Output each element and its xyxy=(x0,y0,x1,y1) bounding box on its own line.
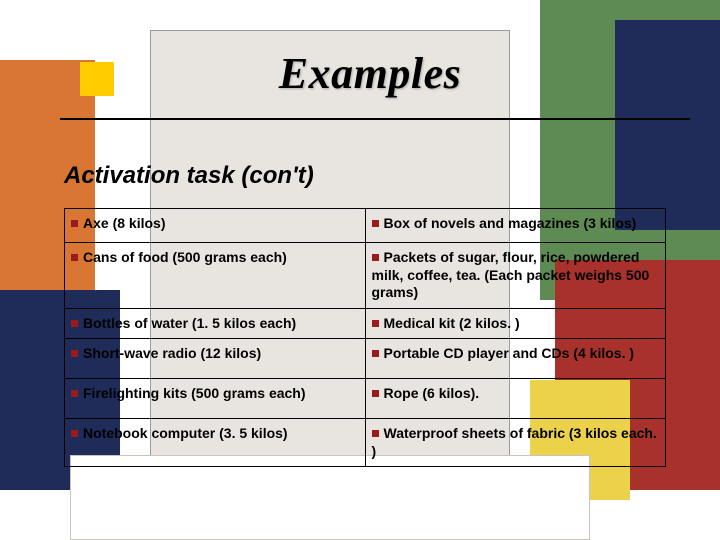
cell-text: Notebook computer (3. 5 kilos) xyxy=(83,425,288,441)
table-cell: Bottles of water (1. 5 kilos each) xyxy=(65,308,366,339)
bullet-icon xyxy=(71,320,78,327)
cell-text: Waterproof sheets of fabric (3 kilos eac… xyxy=(372,425,657,459)
table-cell: Notebook computer (3. 5 kilos) xyxy=(65,419,366,467)
cell-text: Packets of sugar, flour, rice, powdered … xyxy=(372,249,650,300)
table-cell: Short-wave radio (12 kilos) xyxy=(65,339,366,379)
table-row: Axe (8 kilos) Box of novels and magazine… xyxy=(65,209,666,243)
items-table: Axe (8 kilos) Box of novels and magazine… xyxy=(64,208,666,467)
table-row: Firelighting kits (500 grams each) Rope … xyxy=(65,379,666,419)
title-wrap: Examples xyxy=(60,48,680,99)
bullet-icon xyxy=(71,430,78,437)
table-cell: Rope (6 kilos). xyxy=(365,379,666,419)
title-accent-square xyxy=(80,62,114,96)
cell-text: Rope (6 kilos). xyxy=(384,385,480,401)
slide: Examples Activation task (con't) Axe (8 … xyxy=(0,0,720,540)
table-cell: Medical kit (2 kilos. ) xyxy=(365,308,666,339)
table-row: Cans of food (500 grams each) Packets of… xyxy=(65,243,666,309)
cell-text: Portable CD player and CDs (4 kilos. ) xyxy=(384,345,635,361)
bullet-icon xyxy=(372,220,379,227)
cell-text: Firelighting kits (500 grams each) xyxy=(83,385,306,401)
table-cell: Firelighting kits (500 grams each) xyxy=(65,379,366,419)
page-title: Examples xyxy=(60,48,680,99)
cell-text: Bottles of water (1. 5 kilos each) xyxy=(83,315,296,331)
table-row: Bottles of water (1. 5 kilos each) Medic… xyxy=(65,308,666,339)
table-cell: Portable CD player and CDs (4 kilos. ) xyxy=(365,339,666,379)
table-cell: Axe (8 kilos) xyxy=(65,209,366,243)
cell-text: Cans of food (500 grams each) xyxy=(83,249,287,265)
table-cell: Packets of sugar, flour, rice, powdered … xyxy=(365,243,666,309)
cell-text: Short-wave radio (12 kilos) xyxy=(83,345,261,361)
cell-text: Medical kit (2 kilos. ) xyxy=(384,315,520,331)
subtitle: Activation task (con't) xyxy=(64,162,314,190)
bullet-icon xyxy=(71,220,78,227)
bullet-icon xyxy=(372,254,379,261)
bullet-icon xyxy=(71,254,78,261)
cell-text: Box of novels and magazines (3 kilos) xyxy=(384,215,637,231)
table-row: Short-wave radio (12 kilos) Portable CD … xyxy=(65,339,666,379)
bullet-icon xyxy=(71,390,78,397)
title-underline xyxy=(60,118,690,120)
table-cell: Waterproof sheets of fabric (3 kilos eac… xyxy=(365,419,666,467)
bullet-icon xyxy=(372,350,379,357)
table-cell: Cans of food (500 grams each) xyxy=(65,243,366,309)
bullet-icon xyxy=(372,390,379,397)
bullet-icon xyxy=(372,320,379,327)
bullet-icon xyxy=(71,350,78,357)
bullet-icon xyxy=(372,430,379,437)
cell-text: Axe (8 kilos) xyxy=(83,215,165,231)
table-cell: Box of novels and magazines (3 kilos) xyxy=(365,209,666,243)
table-row: Notebook computer (3. 5 kilos) Waterproo… xyxy=(65,419,666,467)
